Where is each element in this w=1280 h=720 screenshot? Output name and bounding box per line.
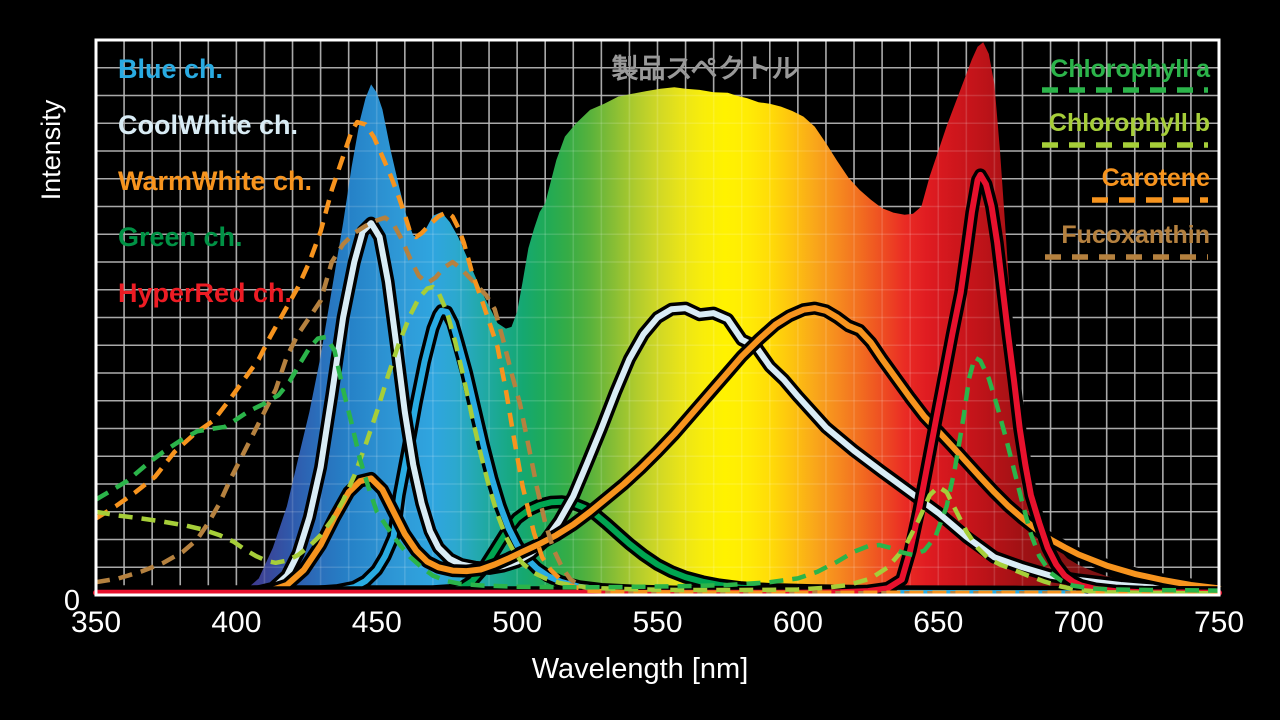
y-axis-label: Intensity [36, 99, 66, 200]
series-fucoxanthin [95, 215, 1219, 596]
chart-title: 製品スペクトル [611, 54, 798, 84]
plot-border [94, 38, 1221, 597]
legend-channels: Blue ch. CoolWhite ch. WarmWhite ch. Green … [118, 54, 312, 308]
x-tick-label-350: 350 [71, 606, 121, 639]
x-axis-tick-labels: 350 400 450 500 550 600 650 700 750 [71, 606, 1244, 639]
x-tick-label-500: 500 [492, 606, 542, 639]
legend-item-coolwhite-ch: CoolWhite ch. [118, 110, 298, 140]
x-axis-label: Wavelength [nm] [532, 653, 749, 685]
y-origin-label: 0 [64, 585, 80, 617]
x-tick-label-700: 700 [1054, 606, 1104, 639]
legend-item-fucoxanthin: Fucoxanthin [1061, 221, 1210, 249]
legend-item-chlorophyll-a: Chlorophyll a [1050, 55, 1211, 83]
legend-item-blue-ch: Blue ch. [118, 54, 223, 84]
series-carotene [94, 119, 1219, 596]
series-chlorophyll-b [95, 284, 1220, 596]
series-coolwhite-ch [93, 220, 1222, 596]
legend-item-chlorophyll-b: Chlorophyll b [1049, 109, 1210, 137]
legend-item-hyperred-ch: HyperRed ch. [118, 278, 292, 308]
legend-pigments: Chlorophyll a Chlorophyll b Carotene Fucoxa… [1042, 55, 1211, 260]
x-tick-label-600: 600 [773, 606, 823, 639]
legend-item-carotene: Carotene [1102, 164, 1210, 192]
series-chlorophyll-a [94, 334, 1220, 593]
pigment-curves [94, 119, 1220, 596]
legend-item-warmwhite-ch: WarmWhite ch. [118, 166, 312, 196]
legend-item-green-ch: Green ch. [118, 222, 243, 252]
x-tick-label-400: 400 [211, 606, 261, 639]
x-tick-label-450: 450 [352, 606, 402, 639]
x-tick-label-750: 750 [1194, 606, 1244, 639]
series-warmwhite-ch [93, 305, 1222, 596]
x-tick-label-550: 550 [632, 606, 682, 639]
x-tick-label-650: 650 [913, 606, 963, 639]
